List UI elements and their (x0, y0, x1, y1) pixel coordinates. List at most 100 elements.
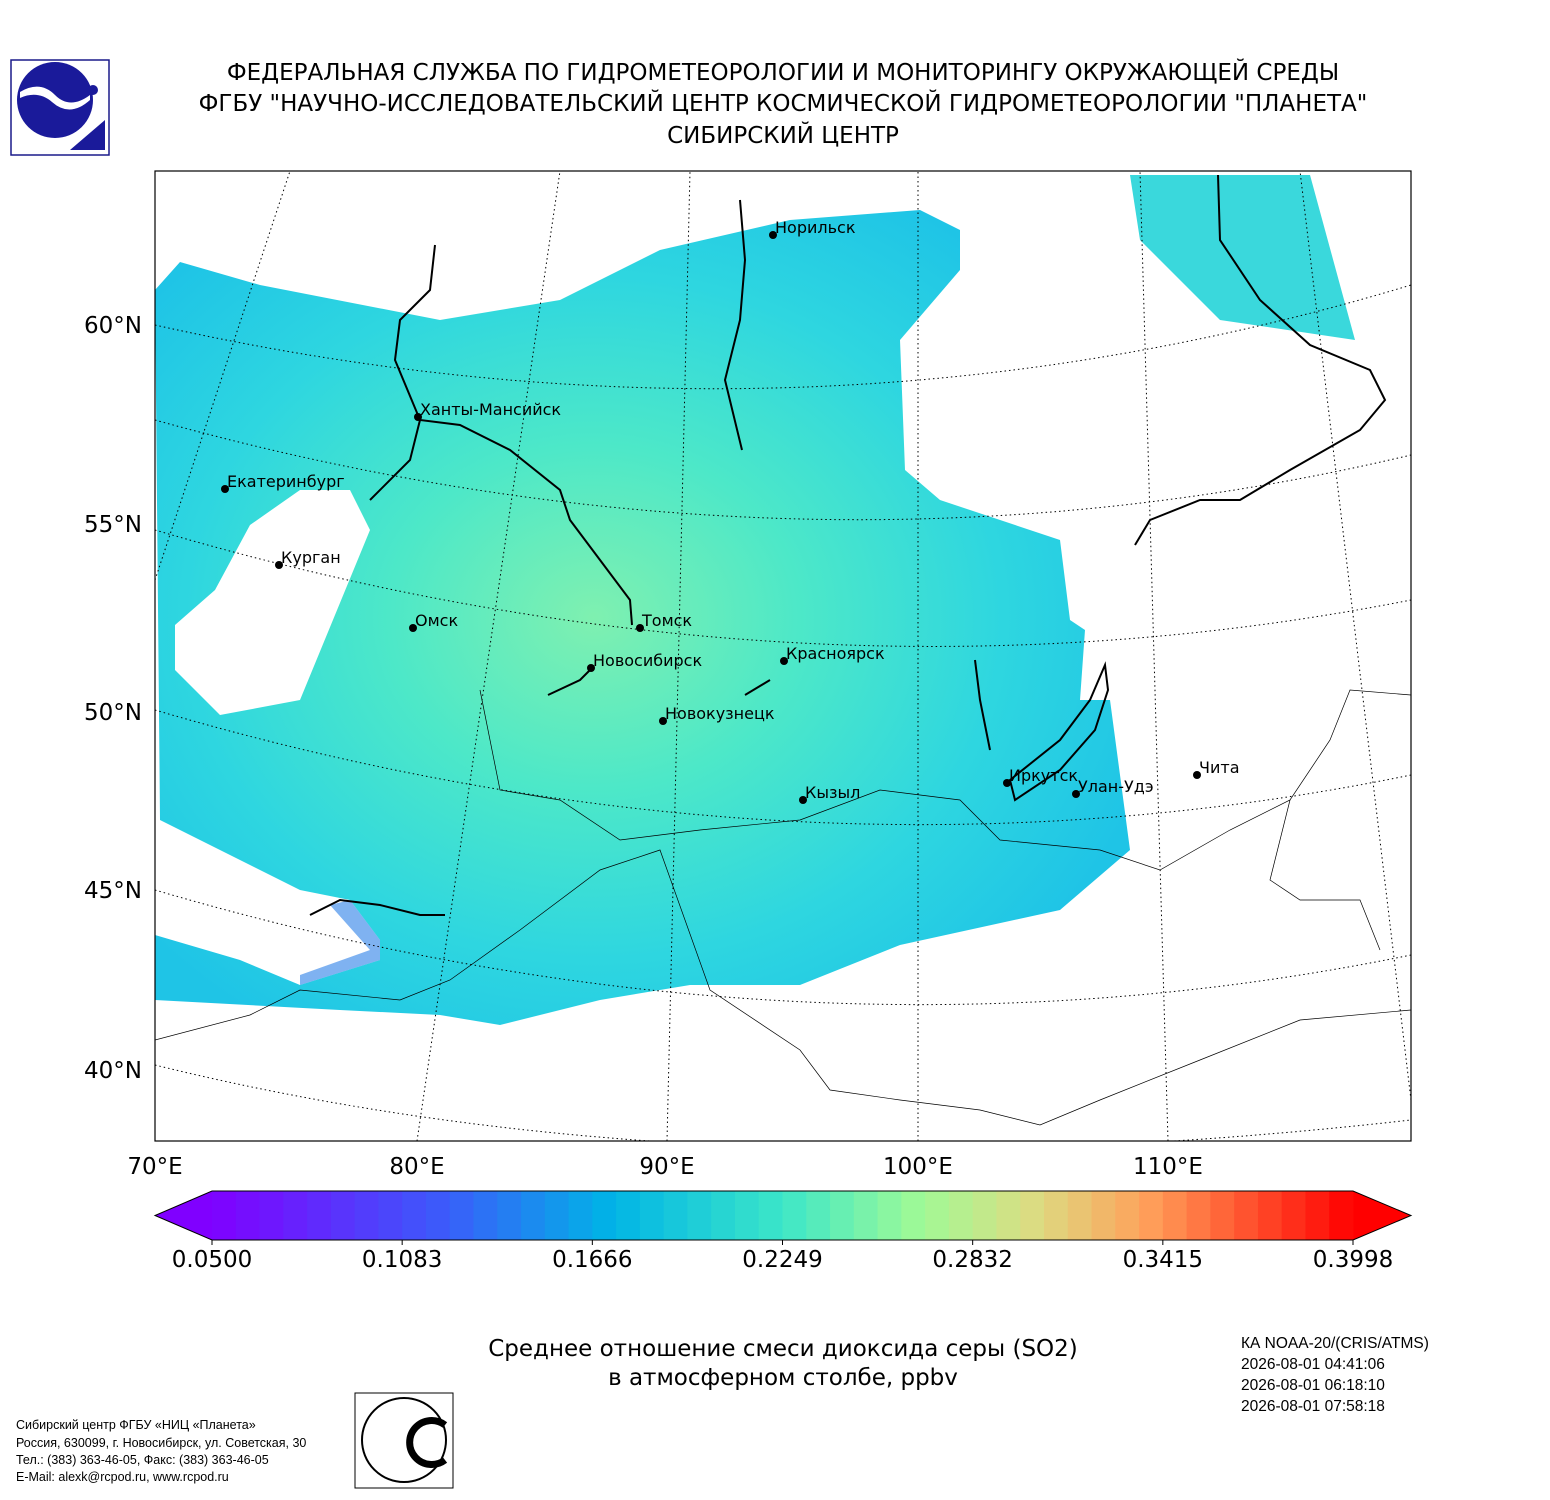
city-label: Омск (415, 611, 458, 630)
colorbar-segment (592, 1191, 617, 1240)
colorbar-segment (806, 1191, 831, 1240)
lon-label: 70°E (127, 1154, 182, 1180)
colorbar-segment (1115, 1191, 1140, 1240)
chart-title: Среднее отношение смеси диоксида серы (S… (488, 1336, 1078, 1362)
city-dot (221, 485, 229, 493)
colorbar-tick-label: 0.2249 (742, 1247, 822, 1273)
colorbar-tick-label: 0.3415 (1123, 1247, 1203, 1273)
colorbar-segment (1281, 1191, 1306, 1240)
so2-field (155, 175, 1355, 1025)
city-label: Красноярск (786, 644, 885, 663)
city-dot (659, 717, 667, 725)
colorbar-segment (996, 1191, 1021, 1240)
colorbar-segment (212, 1191, 237, 1240)
colorbar-segment (1186, 1191, 1211, 1240)
colorbar-segment (449, 1191, 474, 1240)
lon-label: 100°E (883, 1154, 953, 1180)
colorbar-segment (378, 1191, 403, 1240)
colorbar-tick-label: 0.1083 (362, 1247, 442, 1273)
colorbar-tick-label: 0.1666 (552, 1247, 632, 1273)
lat-label: 55°N (84, 512, 142, 538)
lon-label: 110°E (1133, 1154, 1203, 1180)
colorbar-segment (663, 1191, 688, 1240)
colorbar-segment (1234, 1191, 1259, 1240)
header-line: ФГБУ "НАУЧНО-ИССЛЕДОВАТЕЛЬСКИЙ ЦЕНТР КОС… (199, 89, 1368, 117)
footer-line: Россия, 630099, г. Новосибирск, ул. Сове… (16, 1436, 306, 1450)
colorbar-segment (782, 1191, 807, 1240)
borders (155, 689, 1411, 1126)
colorbar-segment (1067, 1191, 1093, 1240)
colorbar-segment (473, 1191, 498, 1240)
graticule (155, 171, 1411, 1141)
colorbar-segment (972, 1191, 997, 1240)
colorbar-segment (758, 1191, 783, 1240)
colorbar-segment (948, 1191, 974, 1240)
satellite-info: 2026-08-01 06:18:10 (1241, 1377, 1385, 1394)
city-dot (769, 231, 777, 239)
lat-label: 40°N (84, 1058, 142, 1084)
footer-line: Тел.: (383) 363-46-05, Факс: (383) 363-4… (16, 1453, 269, 1467)
colorbar-segment (354, 1191, 379, 1240)
colorbar-segment (616, 1191, 641, 1240)
city-dot (1003, 779, 1011, 787)
colorbar-extend-high (1353, 1191, 1411, 1240)
colorbar-tick-label: 0.3998 (1313, 1247, 1393, 1273)
lon-label: 80°E (389, 1154, 444, 1180)
city-label: Улан-Удэ (1078, 777, 1154, 796)
chart-title: в атмосферном столбе, ppbv (608, 1365, 958, 1391)
colorbar-segment (901, 1191, 926, 1240)
colorbar-extend-low (155, 1191, 212, 1240)
colorbar-segment (330, 1191, 356, 1240)
colorbar-segment (1329, 1191, 1354, 1240)
satellite-info: КА NOAA-20/(CRIS/ATMS) (1241, 1335, 1429, 1352)
city-dot (414, 413, 422, 421)
city-label: Новосибирск (593, 651, 702, 670)
lat-label: 60°N (84, 313, 142, 339)
city-label: Иркутск (1009, 766, 1078, 785)
city-label: Екатеринбург (227, 472, 345, 491)
colorbar-segment (1210, 1191, 1235, 1240)
colorbar-tick-label: 0.0500 (172, 1247, 252, 1273)
satellite-info: 2026-08-01 07:58:18 (1241, 1398, 1385, 1415)
map-frame (154, 170, 1412, 1142)
city-label: Курган (281, 548, 341, 567)
colorbar-segment (639, 1191, 665, 1240)
lat-label: 45°N (84, 878, 142, 904)
city-dot (587, 664, 595, 672)
colorbar-segment (830, 1191, 855, 1240)
city-dot (275, 561, 283, 569)
iso-logo (354, 1392, 454, 1489)
lon-label: 90°E (639, 1154, 694, 1180)
lat-label: 50°N (84, 700, 142, 726)
colorbar-segment (544, 1191, 570, 1240)
colorbar-segment (1020, 1191, 1045, 1240)
colorbar-segment (497, 1191, 522, 1240)
header-line: ФЕДЕРАЛЬНАЯ СЛУЖБА ПО ГИДРОМЕТЕОРОЛОГИИ … (227, 58, 1339, 86)
colorbar-segment (687, 1191, 712, 1240)
footer-line: Сибирский центр ФГБУ «НИЦ «Планета» (16, 1418, 256, 1432)
colorbar-segment (1162, 1191, 1188, 1240)
logo (10, 59, 110, 156)
city-dot (799, 796, 807, 804)
colorbar-segment (711, 1191, 736, 1240)
colorbar-segment (259, 1191, 284, 1240)
colorbar-segment (1305, 1191, 1330, 1240)
map-area: Норильск Ханты-Мансийск Екатеринбург Курган… (155, 171, 1411, 1141)
colorbar-segment (877, 1191, 902, 1240)
colorbar-segment (521, 1191, 546, 1240)
colorbar-segment (235, 1191, 261, 1240)
colorbar-segment (307, 1191, 332, 1240)
satellite-info: 2026-08-01 04:41:06 (1241, 1356, 1385, 1373)
city-dot (1193, 771, 1201, 779)
city-label: Новокузнецк (665, 704, 775, 723)
colorbar-segment (734, 1191, 760, 1240)
header-line: СИБИРСКИЙ ЦЕНТР (667, 121, 899, 149)
footer-line: E-Mail: alexk@rcpod.ru, www.rcpod.ru (16, 1470, 229, 1484)
city-dot (780, 657, 788, 665)
colorbar-segment (283, 1191, 308, 1240)
city-dot (1072, 790, 1080, 798)
city-label: Чита (1199, 758, 1240, 777)
coastlines (309, 174, 1387, 916)
colorbar-segment (425, 1191, 451, 1240)
